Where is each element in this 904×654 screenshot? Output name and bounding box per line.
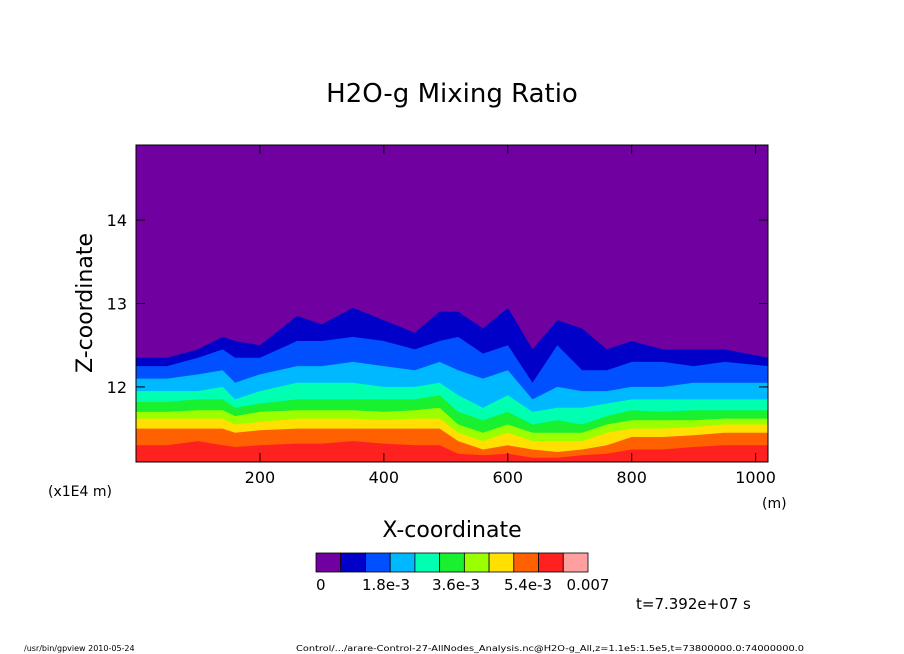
y-tick-label: 13 xyxy=(107,295,127,314)
colorbar-label: 3.6e-3 xyxy=(432,576,480,594)
footer-left: /usr/bin/gpview 2010-05-24 xyxy=(24,644,135,653)
y-tick-label: 12 xyxy=(107,378,127,397)
y-axis-label: Z-coordinate xyxy=(73,233,98,373)
colorbar-swatch xyxy=(389,552,416,573)
x-tick-label: 1000 xyxy=(735,468,776,487)
x-unit-label: (m) xyxy=(762,496,787,512)
colorbar-swatch xyxy=(340,552,366,573)
colorbar-swatch xyxy=(562,552,589,573)
x-axis-label: X-coordinate xyxy=(382,518,521,543)
colorbar-label: 1.8e-3 xyxy=(362,576,410,594)
x-axis-ticks: 200 400 600 800 1000 xyxy=(245,145,776,487)
heatmap-bands xyxy=(136,145,768,462)
colorbar-label: 0.007 xyxy=(567,576,610,594)
colorbar xyxy=(315,552,589,573)
colorbar-swatch xyxy=(538,552,564,573)
band-9 xyxy=(136,441,768,462)
x-tick-label: 800 xyxy=(616,468,647,487)
footer-right: Control/.../arare-Control-27-AllNodes_An… xyxy=(296,644,804,653)
x-tick-label: 400 xyxy=(369,468,400,487)
colorbar-swatch xyxy=(365,552,391,573)
y-axis-ticks: 12 13 14 xyxy=(107,211,768,397)
colorbar-swatch xyxy=(488,552,515,573)
colorbar-label: 0 xyxy=(316,576,326,594)
colorbar-swatch xyxy=(463,552,490,573)
colorbar-swatch xyxy=(414,552,441,573)
y-unit-label: (x1E4 m) xyxy=(48,484,112,500)
x-tick-label: 600 xyxy=(492,468,523,487)
time-annotation: t=7.392e+07 s xyxy=(636,595,751,613)
colorbar-label: 5.4e-3 xyxy=(504,576,552,594)
colorbar-swatch xyxy=(315,552,342,573)
y-tick-label: 14 xyxy=(107,211,127,230)
colorbar-swatch xyxy=(513,552,539,573)
colorbar-labels: 0 1.8e-3 3.6e-3 5.4e-3 0.007 xyxy=(316,576,609,594)
chart-title: H2O-g Mixing Ratio xyxy=(326,79,578,109)
colorbar-swatch xyxy=(439,552,465,573)
x-tick-label: 200 xyxy=(245,468,276,487)
